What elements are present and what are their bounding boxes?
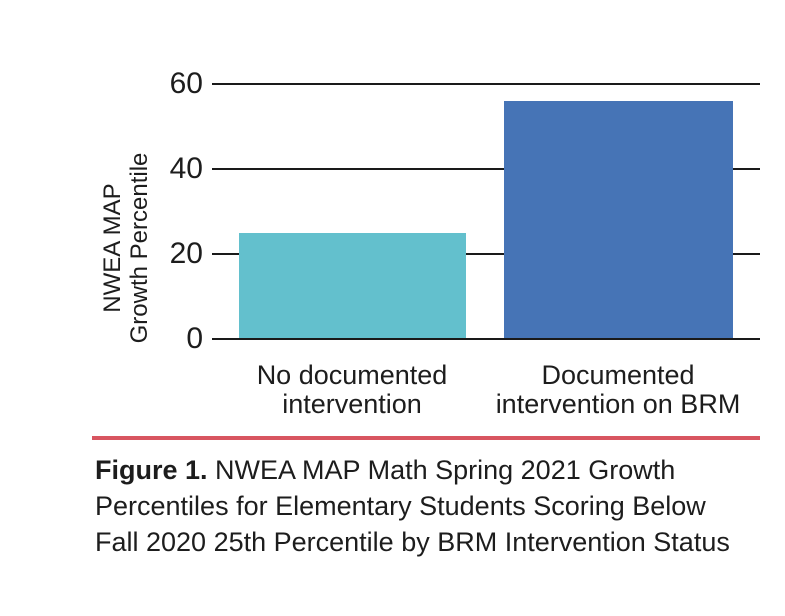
bar-no-documented-intervention [239,232,466,339]
y-tick-label-40: 40 [169,152,203,185]
y-tick-label-0: 0 [186,322,203,355]
caption-line-1-text: NWEA MAP Math Spring 2021 Growth [215,455,676,485]
figure-1-bar-chart: NWEA MAP Growth Percentile 0 20 40 60 No doc… [40,16,785,600]
y-tick-label-20: 20 [169,237,203,270]
figure-caption: Figure 1. NWEA MAP Math Spring 2021 Grow… [95,452,730,560]
plot-area: 0 20 40 60 No documented intervention Documen… [40,16,785,600]
y-tick-label-60: 60 [169,67,203,100]
bar-documented-intervention-on-brm [504,101,733,339]
caption-line-3: Fall 2020 25th Percentile by BRM Interve… [95,527,730,557]
gridline-60 [212,83,760,85]
caption-line-1: Figure 1. NWEA MAP Math Spring 2021 Grow… [95,452,730,488]
divider-line [92,436,760,440]
x-category-label-documented-intervention-on-brm: Documented intervention on BRM [495,360,741,419]
gridline-20 [212,253,760,255]
caption-figure-label: Figure 1. [95,455,208,485]
x-category-label-no-documented-intervention: No documented intervention [256,360,448,419]
gridline-0 [212,338,760,340]
caption-line-2: Percentiles for Elementary Students Scor… [95,491,706,521]
gridline-40 [212,168,760,170]
